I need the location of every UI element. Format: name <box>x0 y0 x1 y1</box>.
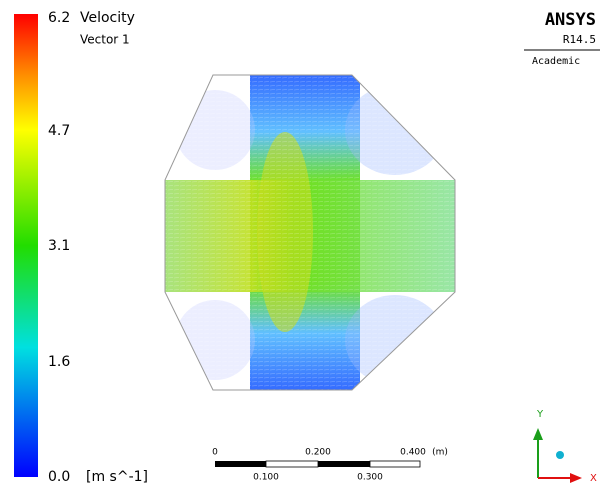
domain-outline <box>164 74 456 391</box>
logo-edition: Academic <box>532 56 580 67</box>
scale-bar <box>215 460 421 468</box>
color-bar <box>14 14 38 477</box>
legend-unit: [m s^-1] <box>86 469 148 485</box>
legend-tick: 1.6 <box>48 354 70 370</box>
axis-label: X <box>590 473 597 484</box>
scale-label: 0.400 <box>400 448 426 458</box>
legend-tick: 0.0 <box>48 469 70 485</box>
scale-label: 0 <box>212 448 218 458</box>
axes-triad <box>533 428 582 483</box>
scale-label: 0.200 <box>305 448 331 458</box>
flow-field <box>165 75 455 390</box>
scale-unit: (m) <box>432 448 448 458</box>
scale-label: 0.100 <box>253 473 279 483</box>
axis-label: Y <box>536 409 544 420</box>
legend-tick: 6.2 <box>48 10 70 26</box>
legend-tick: 3.1 <box>48 238 70 254</box>
logo-name: ANSYS <box>545 10 596 30</box>
legend-subtitle: Vector 1 <box>80 33 130 47</box>
legend-title: Velocity <box>80 10 135 26</box>
scale-label: 0.300 <box>357 473 383 483</box>
logo-release: R14.5 <box>563 33 596 46</box>
legend-tick: 4.7 <box>48 123 70 139</box>
